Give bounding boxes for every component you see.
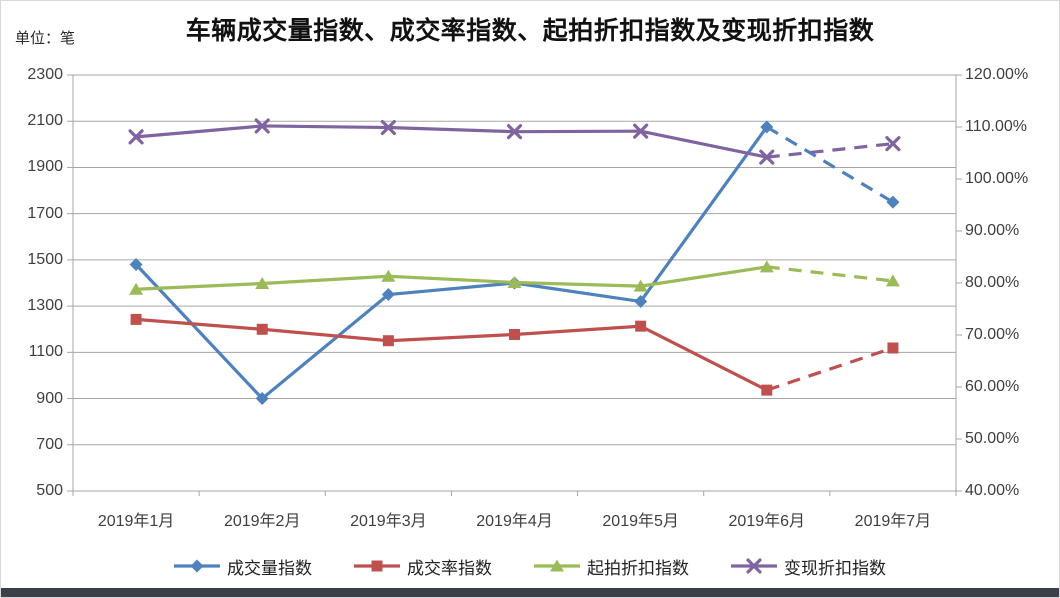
y-axis-tick-label-left: 1900 xyxy=(27,158,63,176)
x-marker xyxy=(128,129,144,145)
x-marker xyxy=(759,149,775,165)
x-axis-category-label: 2019年5月 xyxy=(602,513,679,530)
x-axis-category-label: 2019年3月 xyxy=(350,513,427,530)
y-axis-tick-label-right: 40.00% xyxy=(965,482,1020,499)
triangle-marker xyxy=(550,559,564,572)
y-axis-tick-label-left: 1700 xyxy=(27,204,63,222)
bottom-bar xyxy=(1,588,1059,597)
legend: 成交量指数 成交率指数 起拍折扣指数 变现折扣指数 xyxy=(1,551,1059,581)
legend-item-2: 起拍折扣指数 xyxy=(534,554,689,579)
diamond-marker xyxy=(886,195,900,209)
diamond-marker xyxy=(381,288,395,302)
y-axis-tick-label-right: 50.00% xyxy=(965,430,1020,447)
x-marker xyxy=(506,124,523,140)
y-axis-tick-label-left: 1500 xyxy=(27,250,63,268)
square-marker xyxy=(509,328,520,340)
unit-label: 单位：笔 xyxy=(15,30,76,47)
series-3 xyxy=(128,118,901,165)
legend-item-0: 成交量指数 xyxy=(174,554,312,579)
triangle-marker xyxy=(885,274,900,287)
x-axis-category-label: 2019年2月 xyxy=(223,513,301,530)
series-2-line xyxy=(135,265,768,291)
triangle-marker xyxy=(129,282,144,295)
triangle-marker xyxy=(507,275,522,288)
x-axis-category-label: 2019年4月 xyxy=(476,513,553,530)
y-axis-tick-label-left: 1100 xyxy=(28,343,63,361)
y-axis-tick-label-left: 500 xyxy=(36,482,63,499)
series-3-line xyxy=(135,124,768,159)
legend-label: 变现折扣指数 xyxy=(784,558,886,578)
series-1-line xyxy=(135,317,768,392)
diamond-marker xyxy=(760,120,774,134)
x-marker xyxy=(746,558,762,574)
series-3-dashed-line xyxy=(766,142,894,159)
diamond-marker xyxy=(255,392,269,406)
x-axis-category-label: 2019年6月 xyxy=(728,513,806,530)
y-axis-tick-label-right: 110.00% xyxy=(965,118,1027,135)
series-1 xyxy=(130,313,899,396)
legend-label: 成交率指数 xyxy=(407,558,492,578)
y-axis-tick-label-left: 2300 xyxy=(27,66,63,83)
series-0 xyxy=(129,120,900,406)
legend-marker-triangle-icon xyxy=(534,559,580,572)
legend-label: 成交量指数 xyxy=(227,558,312,578)
series-0-line xyxy=(134,126,769,401)
y-axis-tick-label-right: 60.00% xyxy=(965,378,1020,395)
legend-marker-x-icon xyxy=(731,558,777,574)
legend-item-3: 变现折扣指数 xyxy=(731,554,886,579)
series-2-dashed-line xyxy=(766,265,894,283)
series-2 xyxy=(129,260,900,295)
legend-label: 起拍折扣指数 xyxy=(587,558,689,578)
diamond-marker xyxy=(634,294,648,308)
square-marker xyxy=(761,384,773,396)
legend-marker-square-icon xyxy=(354,560,400,572)
x-marker xyxy=(380,119,396,136)
y-axis-tick-label-left: 700 xyxy=(36,435,63,453)
square-marker xyxy=(382,335,394,347)
triangle-marker xyxy=(759,260,774,273)
diamond-marker xyxy=(190,559,204,573)
x-marker xyxy=(885,136,901,152)
triangle-marker xyxy=(381,269,396,282)
square-marker xyxy=(130,313,142,325)
legend-item-1: 成交率指数 xyxy=(354,554,492,579)
y-axis-tick-label-left: 900 xyxy=(36,389,63,407)
diamond-marker xyxy=(129,258,143,272)
y-axis-tick-label-right: 70.00% xyxy=(965,326,1020,343)
legend-marker-diamond-icon xyxy=(174,559,220,573)
square-marker xyxy=(371,560,383,572)
series-0-dashed-line xyxy=(765,125,894,204)
series-1-dashed-line xyxy=(766,346,894,392)
x-marker xyxy=(633,123,649,139)
x-axis-category-label: 2019年1月 xyxy=(97,513,175,530)
y-axis-tick-label-left: 1300 xyxy=(27,297,63,315)
triangle-marker xyxy=(255,277,270,290)
y-axis-tick-label-left: 2100 xyxy=(27,112,63,130)
y-axis-tick-label-right: 90.00% xyxy=(965,222,1020,239)
x-axis-category-label: 2019年7月 xyxy=(854,513,932,530)
square-marker xyxy=(887,342,899,354)
chart-title: 车辆成交量指数、成交率指数、起拍折扣指数及变现折扣指数 xyxy=(185,17,875,45)
y-axis-tick-label-right: 100.00% xyxy=(965,170,1029,187)
x-marker xyxy=(254,118,270,134)
y-axis-tick-label-right: 80.00% xyxy=(965,274,1020,291)
triangle-marker xyxy=(633,279,648,292)
y-axis-tick-label-right: 120.00% xyxy=(965,66,1029,83)
square-marker xyxy=(256,323,268,335)
square-marker xyxy=(635,320,647,332)
